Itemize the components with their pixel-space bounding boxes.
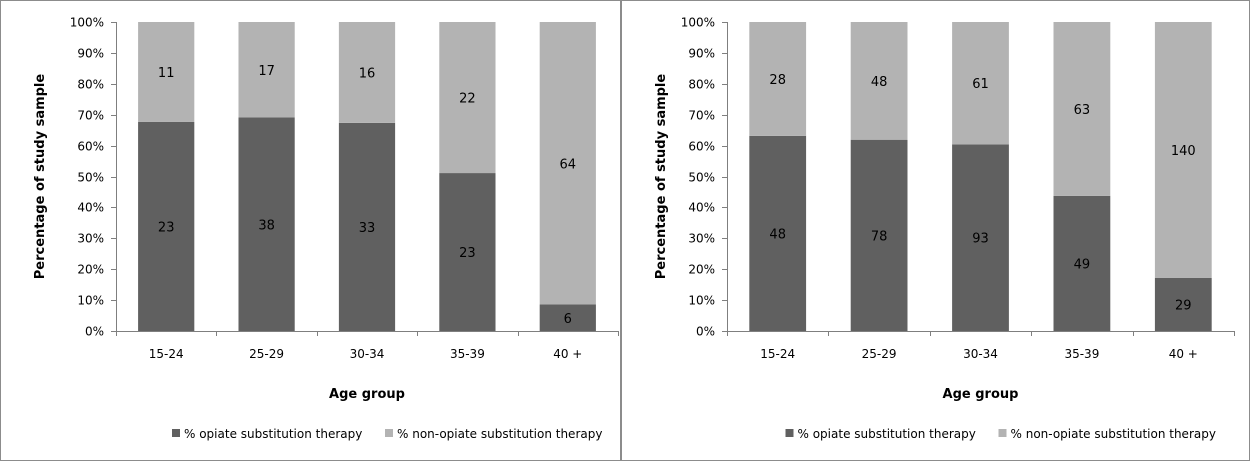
x-axis-label: Age group: [943, 387, 1019, 402]
data-label-opiate: 23: [158, 220, 175, 235]
bar-opiate: [539, 304, 596, 331]
data-label-non-opiate: 140: [1171, 144, 1196, 159]
data-label-non-opiate: 17: [258, 64, 275, 79]
y-tick-label: 40%: [688, 201, 715, 215]
x-tick-label: 40 +: [553, 347, 582, 361]
legend-label-non-opiate: % non-opiate substitution therapy: [397, 427, 602, 441]
legend-swatch-opiate: [172, 429, 180, 437]
bar-opiate: [338, 122, 396, 332]
x-tick-label: 15-24: [760, 347, 795, 361]
bar-non-opiate: [238, 22, 295, 118]
y-tick-label: 10%: [688, 294, 715, 308]
data-label-non-opiate: 28: [769, 73, 786, 88]
data-label-non-opiate: 63: [1074, 103, 1091, 118]
y-tick-label: 40%: [77, 201, 104, 215]
data-label-non-opiate: 16: [359, 66, 376, 81]
data-label-non-opiate: 64: [560, 157, 577, 172]
bar-non-opiate: [338, 22, 396, 123]
x-tick-label: 25-29: [862, 347, 897, 361]
bar-non-opiate: [749, 22, 807, 136]
data-label-opiate: 6: [564, 312, 572, 327]
y-tick-label: 60%: [77, 140, 104, 154]
data-label-opiate: 33: [359, 221, 376, 236]
y-tick-label: 0%: [696, 325, 715, 339]
y-tick-label: 80%: [688, 78, 715, 92]
x-tick-label: 35-39: [450, 347, 485, 361]
y-tick-label: 90%: [77, 47, 104, 61]
data-label-opiate: 29: [1175, 298, 1192, 313]
bar-non-opiate: [1154, 22, 1212, 278]
y-tick-label: 20%: [77, 263, 104, 277]
y-tick-label: 70%: [688, 109, 715, 123]
y-tick-label: 0%: [85, 325, 104, 339]
bar-non-opiate: [952, 22, 1009, 145]
data-label-non-opiate: 48: [871, 75, 888, 90]
data-label-non-opiate: 22: [459, 92, 476, 107]
y-tick-label: 90%: [688, 47, 715, 61]
legend-label-opiate: % opiate substitution therapy: [184, 427, 362, 441]
y-tick-label: 30%: [77, 232, 104, 246]
bar-non-opiate: [539, 22, 596, 305]
y-tick-label: 70%: [77, 109, 104, 123]
y-tick-label: 60%: [688, 140, 715, 154]
x-tick-label: 40 +: [1169, 347, 1198, 361]
legend-swatch-non-opiate: [385, 429, 393, 437]
chart-right-svg: 0% 10% 20% 30% 40% 50% 60% 70% 80% 90% 100% 48 28 15-…: [621, 0, 1250, 461]
x-tick-label: 25-29: [249, 347, 284, 361]
bar-opiate: [439, 173, 496, 331]
y-tick-label: 100%: [70, 16, 104, 30]
data-label-non-opiate: 61: [972, 77, 989, 92]
x-axis-label: Age group: [329, 387, 405, 402]
y-axis-label: Percentage of study sample: [654, 74, 669, 280]
bar-opiate: [1053, 195, 1111, 331]
data-label-opiate: 78: [871, 229, 888, 244]
data-label-opiate: 38: [258, 218, 275, 233]
x-tick-label: 30-34: [350, 347, 385, 361]
data-label-opiate: 93: [972, 232, 989, 247]
y-tick-label: 100%: [681, 16, 715, 30]
x-tick-label: 30-34: [963, 347, 998, 361]
bar-opiate: [1154, 277, 1212, 331]
bar-opiate: [238, 117, 295, 331]
x-tick-label: 35-39: [1064, 347, 1099, 361]
data-label-opiate: 48: [769, 227, 786, 242]
bar-opiate: [749, 135, 807, 331]
y-axis-label: Percentage of study sample: [33, 74, 48, 280]
panel-border: [0, 0, 621, 461]
bar-opiate: [850, 139, 908, 331]
bar-non-opiate: [850, 22, 908, 140]
bar-opiate: [138, 121, 195, 332]
y-tick-label: 30%: [688, 232, 715, 246]
y-tick-label: 50%: [77, 171, 104, 185]
data-label-non-opiate: 11: [158, 66, 175, 81]
x-tick-label: 15-24: [149, 347, 184, 361]
y-tick-label: 50%: [688, 171, 715, 185]
legend-swatch-opiate: [785, 429, 794, 437]
chart-panel-right: 0% 10% 20% 30% 40% 50% 60% 70% 80% 90% 100% 48 28 15-…: [621, 0, 1250, 461]
bar-non-opiate: [138, 22, 195, 122]
legend-label-non-opiate: % non-opiate substitution therapy: [1011, 427, 1216, 441]
chart-left-svg: 0% 10% 20% 30% 40% 50% 60% 70% 80% 90% 100% 23 11 15-…: [0, 0, 621, 461]
y-tick-label: 20%: [688, 263, 715, 277]
y-tick-label: 10%: [77, 294, 104, 308]
bar-non-opiate: [1053, 22, 1111, 196]
y-tick-label: 80%: [77, 78, 104, 92]
legend-label-opiate: % opiate substitution therapy: [798, 427, 976, 441]
legend-swatch-non-opiate: [998, 429, 1007, 437]
data-label-opiate: 23: [459, 246, 476, 261]
bar-opiate: [952, 144, 1009, 331]
data-label-opiate: 49: [1074, 257, 1091, 272]
chart-panel-left: 0% 10% 20% 30% 40% 50% 60% 70% 80% 90% 100% 23 11 15-…: [0, 0, 621, 461]
bar-non-opiate: [439, 22, 496, 174]
